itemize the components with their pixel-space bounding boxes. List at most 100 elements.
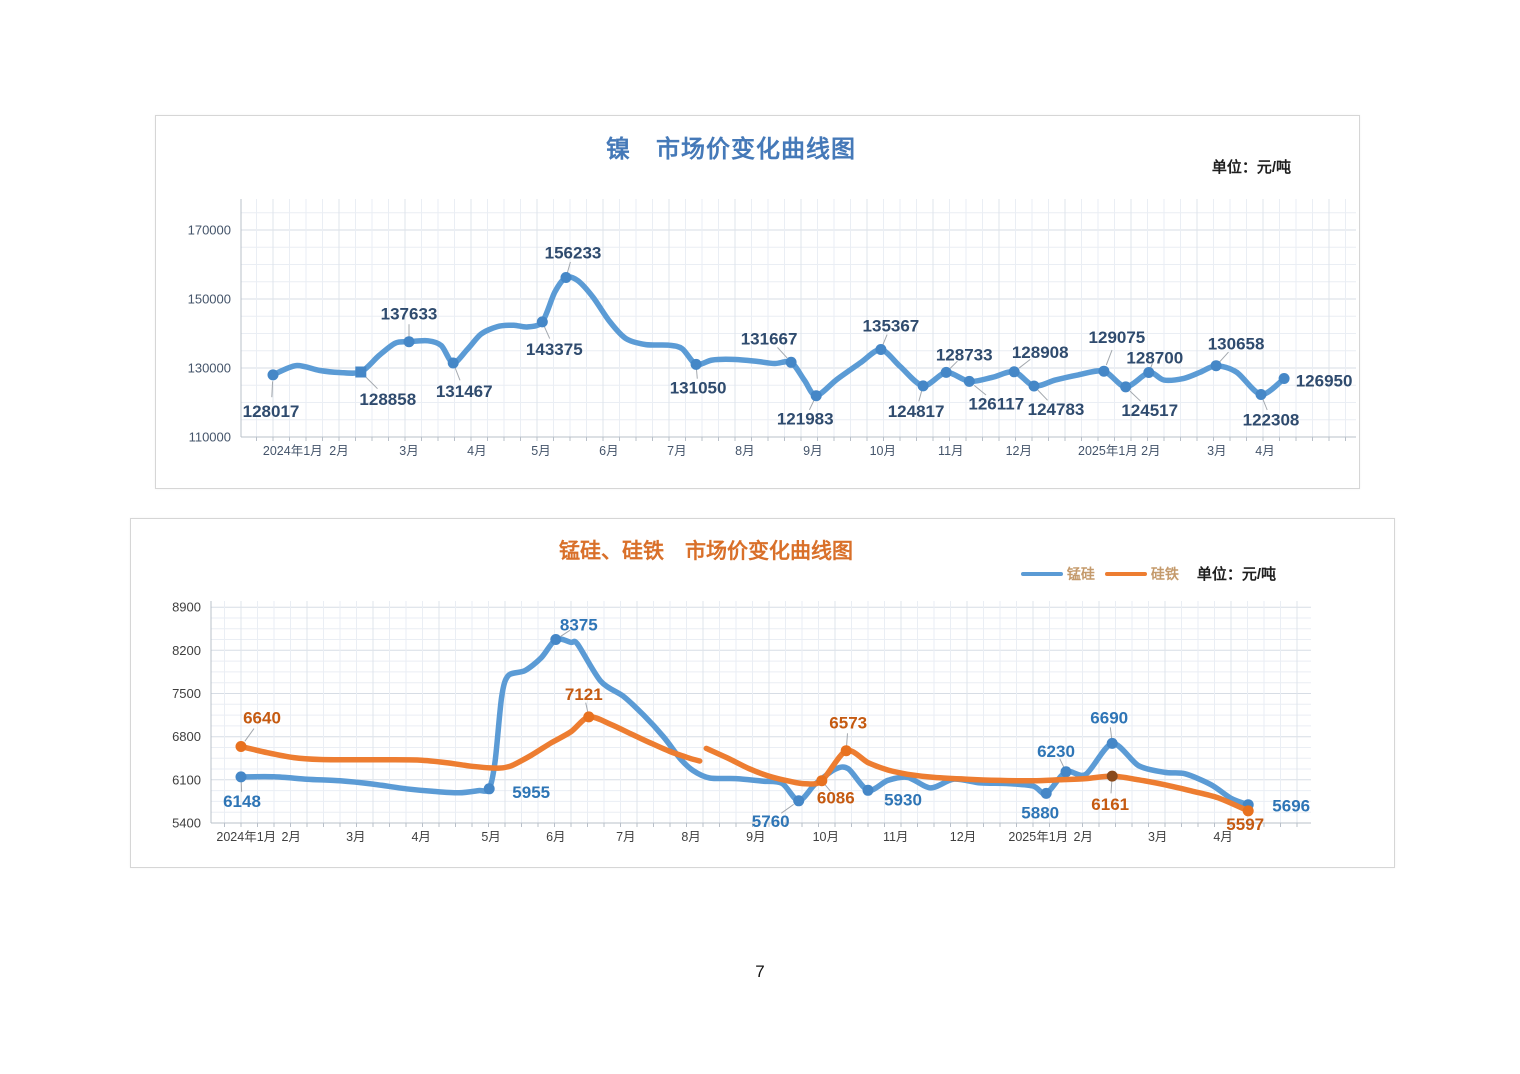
data-point-label: 129075 xyxy=(1089,328,1146,347)
data-point-label: 131050 xyxy=(670,378,727,397)
x-tick-label: 10月 xyxy=(813,830,839,844)
x-tick-label: 3月 xyxy=(1207,444,1226,458)
data-point-marker xyxy=(235,741,247,752)
x-tick-label: 7月 xyxy=(667,444,686,458)
x-tick-label: 7月 xyxy=(616,830,635,844)
legend-swatch-mn-si xyxy=(1020,571,1063,576)
x-tick-label: 2025年1月 xyxy=(1078,444,1138,458)
data-point-label: 122308 xyxy=(1243,411,1300,430)
y-tick-label: 6800 xyxy=(172,729,201,744)
data-point-label: 6573 xyxy=(829,714,867,733)
data-point-label: 128908 xyxy=(1012,343,1069,362)
x-tick-label: 5月 xyxy=(531,444,550,458)
data-point-marker xyxy=(862,784,874,796)
label-leader-line xyxy=(882,334,888,346)
data-point-label: 156233 xyxy=(545,244,602,263)
x-tick-label: 4月 xyxy=(1255,444,1274,458)
data-point-marker xyxy=(267,369,279,381)
data-point-marker xyxy=(355,366,367,378)
x-tick-label: 6月 xyxy=(599,444,618,458)
nickel-chart-panel: 镍 市场价变化曲线图 单位：元/吨 110000 130000 150000 1700… xyxy=(155,115,1360,489)
label-leader-line xyxy=(566,261,571,274)
data-point-marker xyxy=(536,316,548,328)
data-point-label: 6086 xyxy=(817,789,855,808)
data-point-marker xyxy=(483,783,495,795)
data-point-marker xyxy=(447,357,459,369)
x-tick-label: 3月 xyxy=(1148,830,1167,844)
alloys-line-chart: 5400 6100 6800 7500 8200 8900 2024年1月 2月 3月 4月 5月 6… xyxy=(172,600,1311,844)
x-tick-label: 5月 xyxy=(481,830,500,844)
x-tick-label: 4月 xyxy=(411,830,430,844)
data-point-marker xyxy=(1098,365,1110,377)
data-point-label: 6161 xyxy=(1091,795,1129,814)
alloys-chart-unit-label: 单位：元/吨 xyxy=(1196,566,1276,583)
y-tick-label: 8900 xyxy=(172,600,201,615)
x-tick-label: 2024年1月 xyxy=(216,830,276,844)
x-tick-label: 4月 xyxy=(1213,830,1232,844)
label-leader-line xyxy=(918,390,923,402)
label-leader-line xyxy=(1018,359,1031,369)
data-point-label: 6690 xyxy=(1090,708,1128,727)
label-leader-line xyxy=(808,399,815,411)
y-tick-label: 110000 xyxy=(189,430,231,445)
label-leader-line xyxy=(365,376,378,390)
data-point-marker xyxy=(940,366,952,378)
data-point-marker xyxy=(1106,770,1118,782)
chart-legend: 锰硅 硅铁 单位：元/吨 xyxy=(1020,563,1276,584)
label-leader-line xyxy=(1129,390,1141,402)
label-leader-line xyxy=(1105,349,1113,366)
x-tick-label: 3月 xyxy=(399,444,418,458)
data-point-label: 137633 xyxy=(381,305,438,324)
data-point-marker xyxy=(1106,737,1118,749)
legend-label-mn-si: 锰硅 xyxy=(1066,565,1095,582)
data-point-marker xyxy=(1120,381,1132,393)
x-tick-label: 2月 xyxy=(1141,444,1160,458)
x-tick-label: 3月 xyxy=(346,830,365,844)
data-point-marker xyxy=(785,356,797,368)
x-tick-label: 12月 xyxy=(950,830,976,844)
data-point-marker xyxy=(1210,360,1222,372)
data-point-label: 124817 xyxy=(888,402,945,421)
data-point-label: 124783 xyxy=(1028,400,1085,419)
data-point-marker xyxy=(1143,367,1155,378)
nickel-line-chart: 110000 130000 150000 170000 2024年1月 2月 3月 4月 5月 6… xyxy=(188,199,1356,458)
label-leader-line xyxy=(244,728,255,742)
data-point-marker xyxy=(917,380,929,392)
label-leader-line xyxy=(777,347,788,359)
data-point-marker xyxy=(1242,805,1254,817)
data-point-marker xyxy=(875,344,887,355)
y-tick-label: 130000 xyxy=(188,361,231,376)
y-tick-label: 6100 xyxy=(172,772,201,787)
y-tick-label: 150000 xyxy=(188,292,231,307)
data-point-marker xyxy=(1028,380,1040,392)
label-leader-line xyxy=(1110,781,1113,794)
label-leader-line xyxy=(781,803,794,814)
data-point-label: 128017 xyxy=(243,402,300,421)
label-leader-line xyxy=(271,381,274,398)
data-point-label: 124517 xyxy=(1121,401,1178,420)
data-point-label: 130658 xyxy=(1208,335,1265,354)
x-tick-label: 2月 xyxy=(1073,830,1092,844)
x-tick-label: 2月 xyxy=(329,444,348,458)
data-point-marker xyxy=(793,795,805,807)
label-leader-line xyxy=(1262,398,1268,411)
data-point-label: 5930 xyxy=(884,790,922,809)
alloys-chart-panel: 锰硅、硅铁 市场价变化曲线图 锰硅 硅铁 单位：元/吨 5400 6100 6800… xyxy=(130,518,1395,868)
y-tick-label: 5400 xyxy=(172,816,201,831)
data-point-label: 128733 xyxy=(936,345,993,364)
data-point-marker xyxy=(583,711,595,723)
data-point-label: 6148 xyxy=(223,792,261,811)
label-leader-line xyxy=(1219,351,1229,363)
x-tick-label: 11月 xyxy=(938,444,963,458)
data-point-label: 5597 xyxy=(1226,815,1264,834)
x-tick-label: 10月 xyxy=(870,444,896,458)
data-point-label: 5880 xyxy=(1021,803,1059,822)
label-leader-line xyxy=(543,326,551,339)
alloys-chart-title: 锰硅、硅铁 市场价变化曲线图 xyxy=(559,540,853,563)
label-leader-line xyxy=(585,702,589,713)
data-point-marker xyxy=(810,390,822,402)
data-point-label: 7121 xyxy=(565,685,603,704)
label-leader-line xyxy=(695,368,698,379)
data-point-label: 131467 xyxy=(436,382,493,401)
